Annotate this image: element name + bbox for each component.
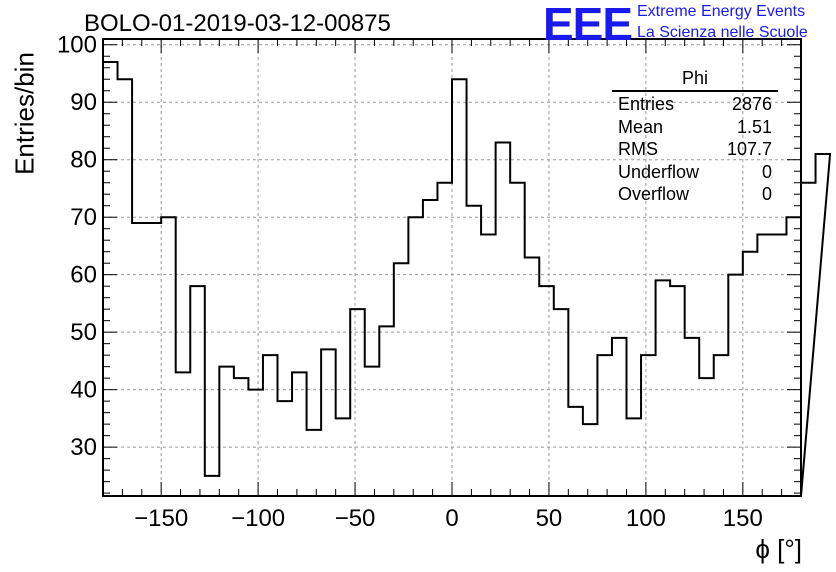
- stats-row-overflow: Overflow 0: [612, 183, 778, 206]
- stats-label: RMS: [618, 139, 658, 159]
- x-tick-label: 50: [536, 505, 563, 532]
- stats-value: 0: [761, 161, 772, 182]
- y-tick-label: 100: [57, 32, 97, 59]
- x-tick-label: −100: [231, 505, 285, 532]
- stats-row-entries: Entries 2876: [612, 93, 778, 116]
- histogram-outline: [102, 60, 832, 497]
- x-tick-label: 150: [723, 505, 763, 532]
- chart-title: BOLO-01-2019-03-12-00875: [84, 10, 391, 37]
- stats-row-rms: RMS 107.7: [612, 138, 778, 161]
- stats-label: Mean: [618, 116, 664, 137]
- y-tick-label: 80: [70, 147, 97, 174]
- logo-line-2: La Scienza nelle Scuole: [637, 24, 808, 41]
- stats-title: Phi: [612, 68, 778, 92]
- y-tick-label: 30: [70, 434, 97, 461]
- stats-value: 107.7: [726, 139, 772, 159]
- tick-labels: −150 −100 −50 0 50 100 150 30 40 50 60 70 80 90 100: [57, 32, 763, 532]
- stats-value: 1.51: [736, 116, 772, 137]
- x-tick-label: −50: [335, 505, 376, 532]
- y-tick-label: 90: [70, 89, 97, 116]
- stats-value: 0: [761, 184, 772, 204]
- y-tick-label: 70: [70, 204, 97, 231]
- x-tick-label: −150: [134, 505, 188, 532]
- logo-line-1: Extreme Energy Events: [637, 3, 806, 20]
- stats-box: Phi Entries 2876 Mean 1.51 RMS 107.7 Und…: [612, 68, 778, 206]
- y-tick-label: 60: [70, 262, 97, 289]
- x-tick-label: 100: [626, 505, 666, 532]
- x-axis-label: ϕ [°]: [755, 534, 802, 564]
- stats-value: 2876: [731, 94, 772, 114]
- y-tick-label: 40: [70, 377, 97, 404]
- stats-label: Underflow: [618, 161, 700, 182]
- eee-logo: EEE: [543, 0, 633, 50]
- y-tick-label: 50: [70, 319, 97, 346]
- stats-label: Overflow: [618, 184, 690, 204]
- stats-row-mean: Mean 1.51: [612, 116, 778, 139]
- stats-row-underflow: Underflow 0: [612, 161, 778, 184]
- y-axis-label: Entries/bin: [9, 52, 40, 175]
- plot-frame: [102, 38, 802, 497]
- histogram-line: [102, 60, 832, 497]
- x-tick-label: 0: [445, 505, 458, 532]
- stats-label: Entries: [618, 94, 675, 114]
